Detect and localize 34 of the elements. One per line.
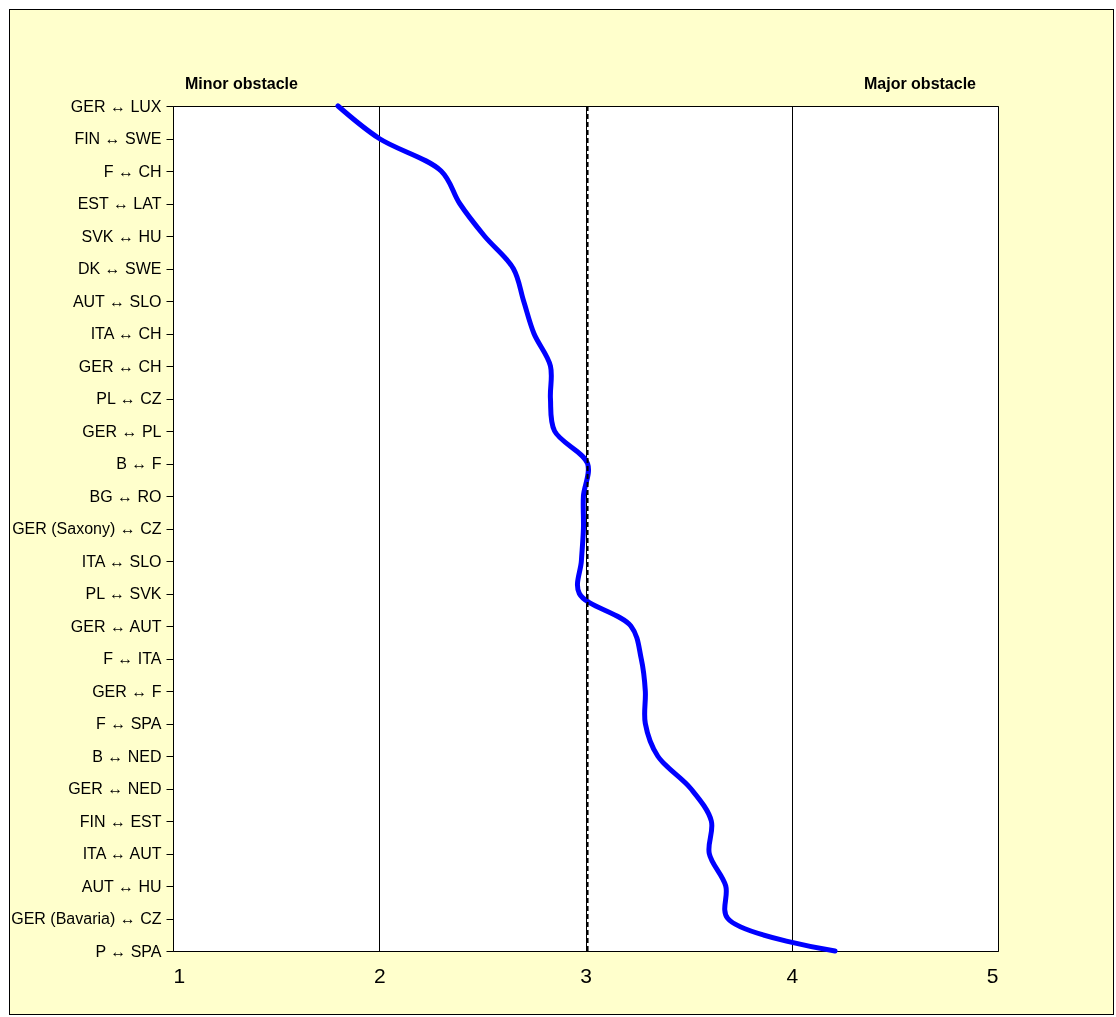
y-tick-label: ITA ↔ AUT (82, 845, 162, 862)
y-tick-label: F ↔ ITA (103, 650, 162, 667)
text: Major obstacle (863, 75, 977, 92)
y-tick-label: B ↔ F (116, 455, 162, 472)
y-tick-label: PL ↔ CZ (96, 390, 162, 407)
y-tick-label: BG ↔ RO (89, 487, 162, 505)
y-tick-label: GER ↔ NED (68, 780, 162, 797)
y-tick-label: EST ↔ LAT (77, 195, 162, 212)
x-tick-label: 2 (373, 963, 386, 987)
x-tick-label: 4 (786, 963, 799, 987)
y-tick-label: ITA ↔ CH (90, 325, 162, 342)
y-tick-label: GER ↔ AUT (70, 617, 162, 635)
y-tick-label: ITA ↔ SLO (81, 552, 162, 570)
y-tick-label: AUT ↔ SLO (72, 292, 162, 310)
y-tick-label: F ↔ SPA (96, 715, 162, 732)
y-tick-label: GER ↔ F (92, 682, 162, 700)
y-tick-label: B ↔ NED (92, 747, 162, 765)
y-tick-label: GER ↔ LUX (70, 97, 162, 115)
y-tick-label: FIN ↔ EST (79, 812, 162, 830)
y-tick-label: DK ↔ SWE (77, 260, 162, 277)
y-tick-label: GER ↔ CH (78, 357, 162, 375)
x-tick-label: 5 (986, 963, 999, 987)
y-tick-label: GER (Bavaria) ↔ CZ (11, 910, 162, 927)
y-tick-label: P ↔ SPA (95, 942, 162, 960)
y-tick-label: PL ↔ SVK (85, 585, 162, 602)
x-tick-label: 3 (580, 963, 592, 987)
y-tick-label: AUT ↔ HU (81, 877, 162, 895)
y-tick-label: FIN ↔ SWE (74, 130, 162, 147)
y-tick-label: GER ↔ PL (82, 422, 162, 440)
y-tick-label: GER (Saxony) ↔ CZ (12, 520, 162, 537)
text: Minor obstacle (185, 75, 299, 92)
y-tick-label: F ↔ CH (103, 162, 162, 180)
x-tick-label: 1 (173, 963, 186, 987)
y-tick-label: SVK ↔ HU (81, 227, 162, 245)
